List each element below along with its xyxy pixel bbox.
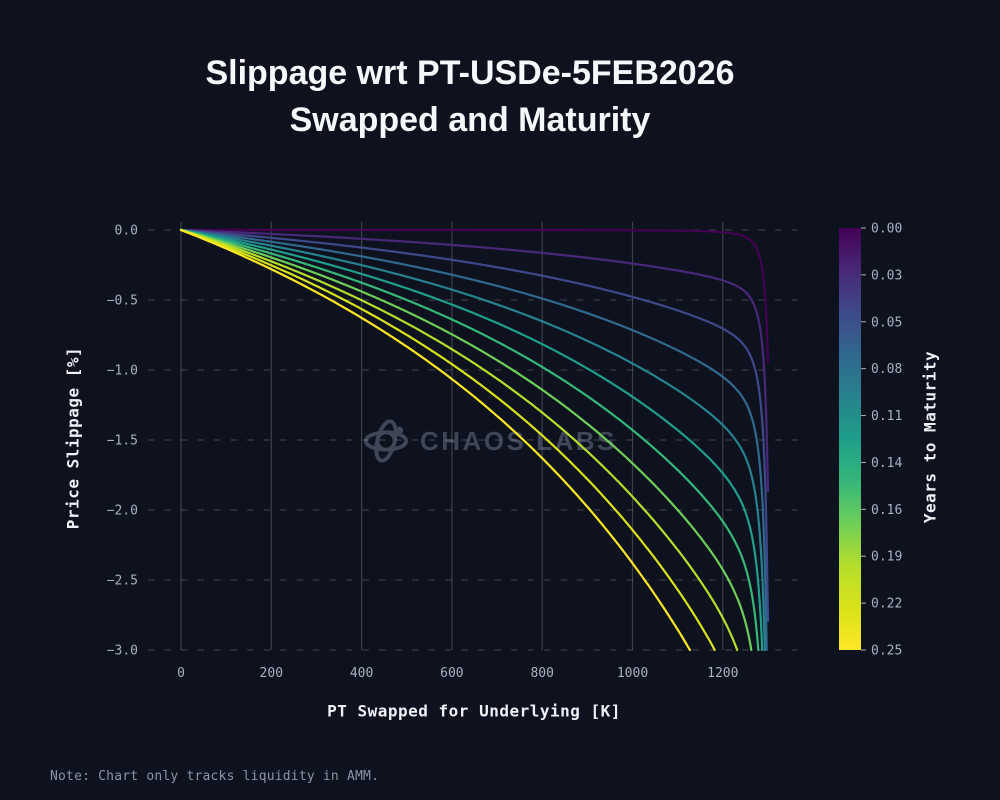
footnote: Note: Chart only tracks liquidity in AMM… [50,769,380,784]
colorbar-tick-label: 0.25 [871,644,902,659]
watermark-text: CHAOS LABS [420,425,617,456]
y-tick-label: −0.5 [107,294,138,309]
colorbar-tick-label: 0.08 [871,362,902,377]
x-tick-label: 1000 [617,666,648,681]
colorbar-tick-label: 0.16 [871,503,902,518]
y-tick-label: 0.0 [115,224,138,239]
colorbar-tick-label: 0.19 [871,550,902,565]
y-tick-label: −2.0 [107,504,138,519]
watermark: CHAOS LABS [363,418,617,464]
y-tick-label: −3.0 [107,644,138,659]
slippage-curve-0.15 [179,228,760,652]
y-tick-label: −2.5 [107,574,138,589]
x-tick-label: 200 [260,666,283,681]
chart-title-line2: Swapped and Maturity [289,101,651,139]
colorbar-tick-label: 0.00 [871,222,902,237]
colorbar-tick-label: 0.05 [871,315,902,330]
slippage-curve-0.2 [179,228,739,652]
colorbar-tick-label: 0.03 [871,268,902,283]
colorbar-tick-label: 0.11 [871,409,902,424]
slippage-curve-0.25 [179,228,691,652]
y-tick-label: −1.0 [107,364,138,379]
colorbar-label: Years to Maturity [920,350,940,524]
x-tick-label: 400 [350,666,373,681]
x-tick-label: 600 [440,666,463,681]
slippage-curve-0.025 [179,228,770,493]
slippage-curve-0.075 [179,228,768,652]
slippage-curve-0.125 [179,228,764,652]
chart-title-line1: Slippage wrt PT-USDe-5FEB2026 [205,54,735,92]
slippage-curve-0.175 [179,228,753,652]
slippage-curve-0.05 [179,228,770,623]
x-tick-label: 800 [530,666,553,681]
chart-title: Slippage wrt PT-USDe-5FEB2026 Swapped an… [0,50,940,144]
atom-satellite-dot [395,426,404,435]
x-tick-label: 0 [177,666,185,681]
x-axis-label: PT Swapped for Underlying [K] [327,701,621,721]
y-tick-label: −1.5 [107,434,138,449]
colorbar-tick-label: 0.22 [871,597,902,612]
slippage-curve-0.1 [179,228,766,652]
colorbar-gradient [839,228,861,650]
y-axis-label: Price Slippage [%] [63,346,83,530]
x-tick-label: 1200 [707,666,738,681]
chaos-labs-atom-icon [363,419,409,463]
slippage-curve-0.225 [179,228,716,652]
colorbar-tick-label: 0.14 [871,456,902,471]
slippage-curve-0 [179,228,770,363]
